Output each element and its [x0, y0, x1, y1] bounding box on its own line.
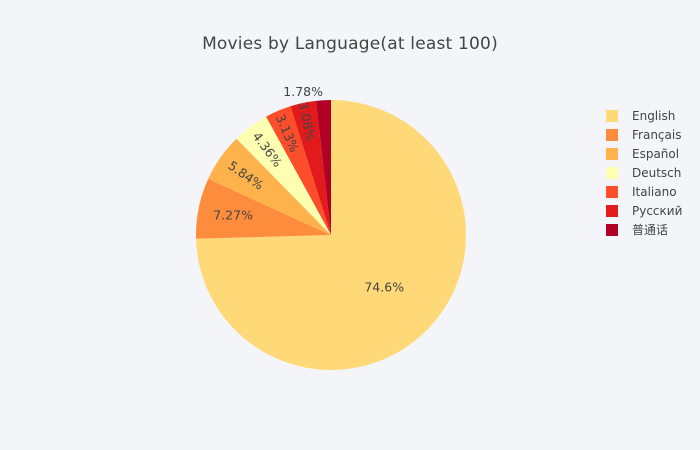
legend-swatch	[606, 109, 618, 122]
legend-item[interactable]: Italiano	[606, 182, 682, 201]
legend-label: Español	[632, 146, 680, 161]
pie-slice-3	[208, 138, 331, 235]
pie-slices	[196, 100, 466, 370]
legend-swatch	[606, 204, 618, 217]
legend-item[interactable]: Français	[606, 125, 682, 144]
legend-item[interactable]: Español	[606, 144, 682, 163]
legend-item[interactable]: English	[606, 106, 682, 125]
legend: English Français Español Deutsch Italiano Рус…	[606, 106, 682, 239]
pie-value-label-7: 1.78%	[283, 84, 323, 99]
legend-swatch	[606, 185, 618, 198]
pie-slice-1	[196, 100, 466, 370]
pie-value-label-2: 7.27%	[213, 208, 253, 223]
legend-swatch	[606, 223, 618, 236]
legend-label: Italiano	[632, 184, 677, 199]
legend-item[interactable]: Deutsch	[606, 163, 682, 182]
pie-slice-7	[315, 100, 331, 235]
legend-swatch	[606, 166, 618, 179]
legend-swatch	[606, 128, 618, 141]
pie-slice-5	[266, 106, 331, 235]
legend-item[interactable]: 普通话	[606, 220, 682, 239]
legend-label: Deutsch	[632, 165, 682, 180]
legend-swatch	[606, 147, 618, 160]
pie-slice-2	[196, 178, 331, 239]
chart-title: Movies by Language(at least 100)	[202, 34, 498, 54]
pie-slice-6	[290, 100, 331, 235]
legend-label: 普通话	[632, 223, 669, 237]
legend-label: English	[632, 108, 676, 123]
legend-label: Русский	[632, 203, 683, 218]
pie-slice-4	[236, 116, 331, 235]
legend-label: Français	[632, 127, 682, 142]
legend-item[interactable]: Русский	[606, 201, 682, 220]
pie-value-label-1: 74.6%	[364, 279, 404, 294]
